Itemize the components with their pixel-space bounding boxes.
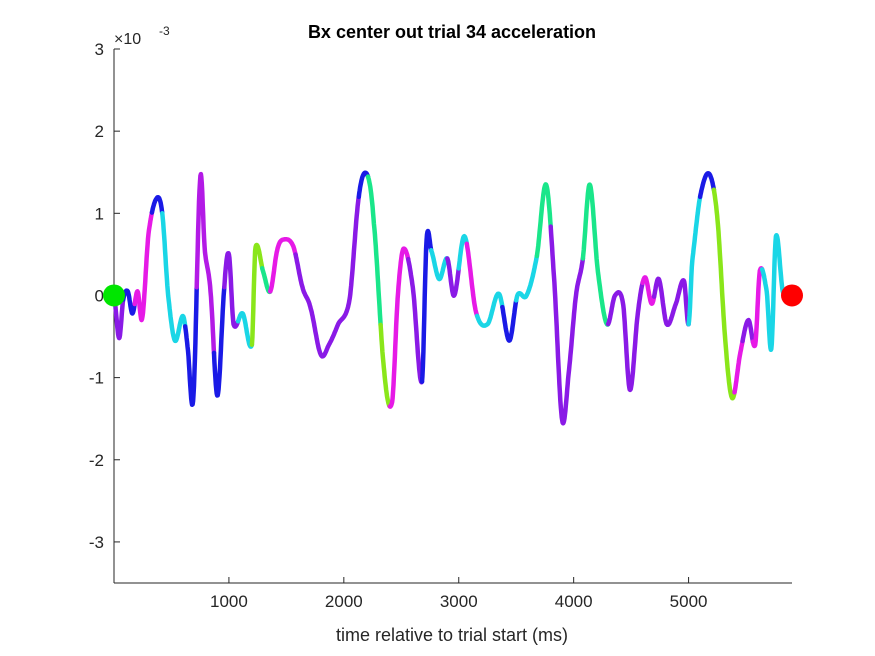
trace-segment xyxy=(268,236,298,294)
x-axis-ticks: 1000 2000 3000 4000 5000 xyxy=(210,577,707,611)
trace-segment xyxy=(732,338,745,395)
y-axis-exponent-base: ×10 xyxy=(114,31,141,48)
markers xyxy=(103,284,803,307)
trace-segment xyxy=(605,280,645,393)
x-axis-label: time relative to trial start (ms) xyxy=(336,625,568,645)
trace-segment xyxy=(651,276,674,328)
chart-title: Bx center out trial 34 acceleration xyxy=(308,22,596,42)
trace-segment xyxy=(740,317,756,344)
start-marker xyxy=(103,284,125,307)
trace-segment xyxy=(580,182,611,327)
trace-segment xyxy=(222,250,241,329)
trace-segment xyxy=(182,284,199,408)
trace-segment xyxy=(456,233,470,271)
trace-segment xyxy=(405,256,425,385)
trace-segment xyxy=(387,246,411,409)
trace-segment xyxy=(464,241,480,319)
y-tick-label: 3 xyxy=(95,40,104,59)
x-tick-label: 2000 xyxy=(325,592,363,611)
x-tick-label: 1000 xyxy=(210,592,248,611)
axes xyxy=(113,49,792,584)
trace-segment xyxy=(249,242,265,348)
trace-segment xyxy=(697,171,717,200)
y-tick-label: 0 xyxy=(95,286,104,305)
end-marker xyxy=(781,284,803,307)
trace-segment xyxy=(500,298,519,343)
y-tick-label: 2 xyxy=(95,122,104,141)
y-tick-label: -1 xyxy=(89,369,104,388)
trace-segment xyxy=(149,194,165,216)
y-axis-exponent: ×10 -3 xyxy=(114,24,170,48)
trace-segment xyxy=(513,253,540,303)
trace-segment xyxy=(534,182,553,259)
trace-segment xyxy=(750,266,765,349)
trace-segment xyxy=(669,278,691,327)
y-tick-label: -3 xyxy=(89,533,104,552)
trace-segment xyxy=(356,170,371,200)
trace-segment xyxy=(686,194,703,327)
y-axis-ticks: 3 2 1 0 -1 -2 -3 xyxy=(89,40,120,552)
y-tick-label: 1 xyxy=(95,204,104,223)
x-tick-label: 5000 xyxy=(670,592,708,611)
trace-segment xyxy=(111,293,126,341)
trace-segment xyxy=(365,174,383,328)
trace-segment xyxy=(235,310,255,349)
trace-segment xyxy=(378,322,393,409)
trace-segment xyxy=(711,187,737,401)
trace-segment xyxy=(194,171,217,356)
trace-segment xyxy=(548,224,586,426)
y-tick-label: -2 xyxy=(89,451,104,470)
trace-segment xyxy=(445,256,461,298)
x-tick-label: 3000 xyxy=(440,592,478,611)
y-axis-exponent-power: -3 xyxy=(159,24,170,38)
trace-segment xyxy=(160,211,188,344)
trace-segment xyxy=(293,194,362,359)
trace-segment xyxy=(120,288,137,316)
trace-segment xyxy=(132,210,155,323)
trace-segment xyxy=(640,275,657,306)
x-tick-label: 4000 xyxy=(555,592,593,611)
series-trace xyxy=(111,170,795,426)
trace-segment xyxy=(419,228,434,384)
trace-segment xyxy=(211,284,227,398)
trace-segment xyxy=(428,248,450,282)
trace-segment xyxy=(474,291,505,328)
